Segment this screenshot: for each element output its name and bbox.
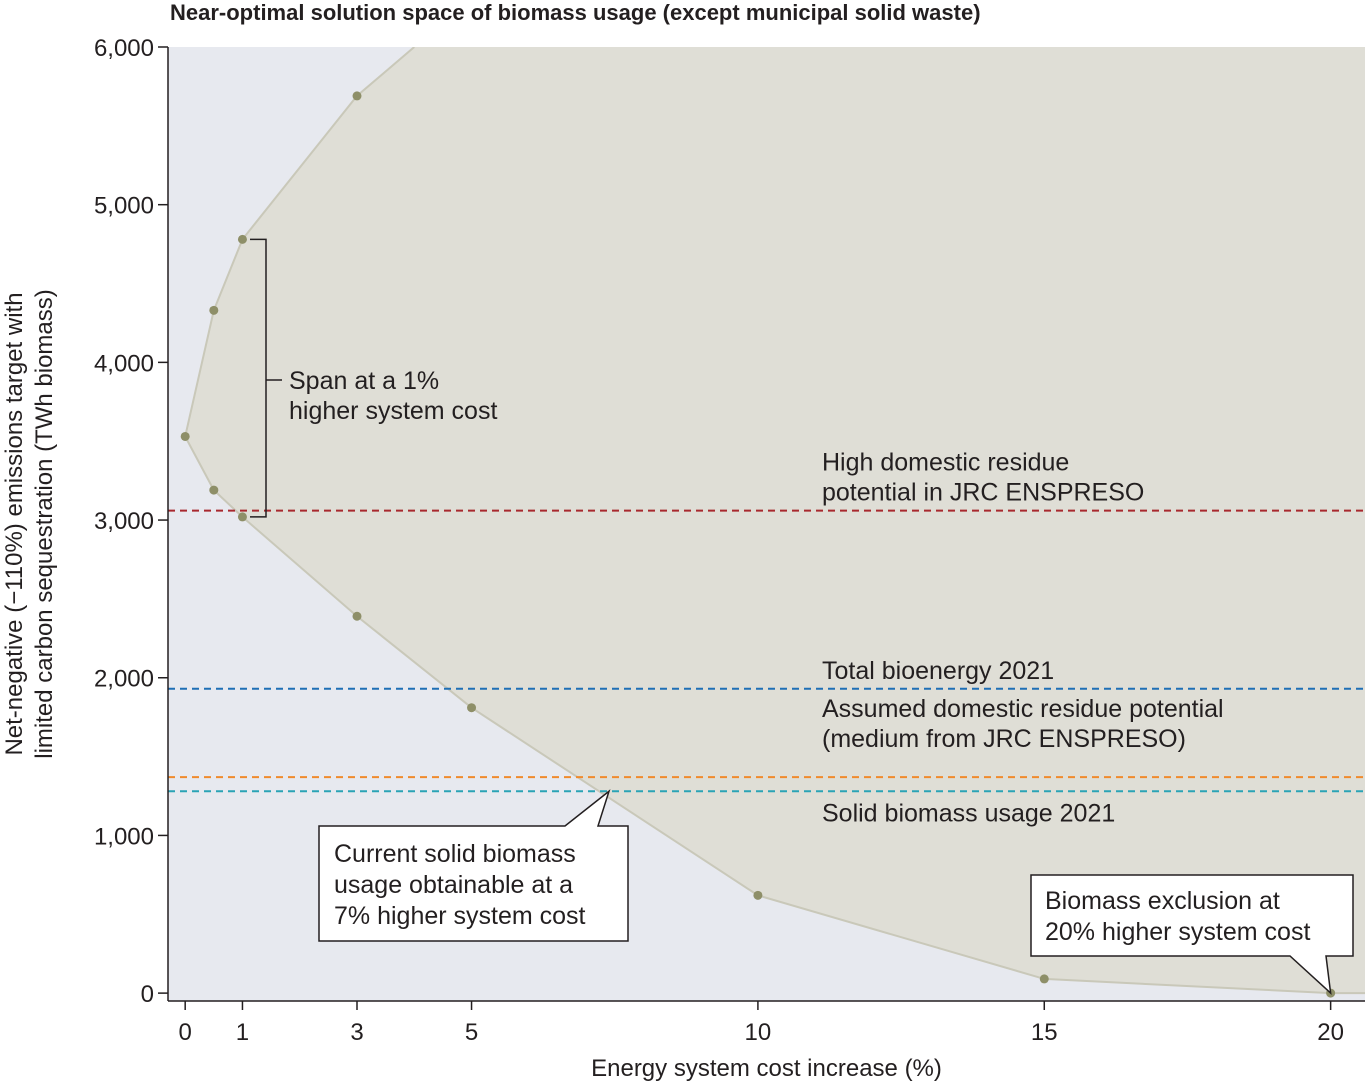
x-tick-label: 15	[1031, 1019, 1058, 1046]
data-point	[1039, 974, 1049, 984]
data-point	[237, 512, 247, 522]
current-usage-label-line-3: 7% higher system cost	[334, 902, 586, 930]
span-label-line-2: higher system cost	[289, 397, 497, 425]
y-tick-label: 3,000	[94, 508, 154, 535]
x-tick-label: 3	[350, 1019, 363, 1046]
solution-space-area	[185, 47, 1365, 994]
current-usage-label-line-1: Current solid biomass	[334, 840, 576, 868]
x-tick-label: 1	[236, 1019, 249, 1046]
data-point	[180, 431, 190, 441]
y-axis-label-line-1: Net-negative (−110%) emissions target wi…	[1, 292, 28, 755]
y-tick-label: 2,000	[94, 666, 154, 693]
y-tick-label: 5,000	[94, 193, 154, 220]
span-bracket	[250, 238, 267, 518]
y-axis-label-line-2: limited carbon sequestration (TWh biomas…	[31, 289, 58, 759]
data-point	[467, 703, 477, 713]
y-tick-label: 1,000	[94, 823, 154, 850]
data-point	[209, 485, 219, 495]
x-tick-label: 20	[1317, 1019, 1344, 1046]
x-tick-label: 0	[179, 1019, 192, 1046]
reference-label-3-line-1: Assumed domestic residue potential	[822, 695, 1224, 723]
x-tick-label: 10	[745, 1019, 772, 1046]
data-point	[237, 234, 247, 244]
reference-label-3-line-2: (medium from JRC ENSPRESO)	[822, 725, 1186, 753]
current-usage-label-line-2: usage obtainable at a	[334, 871, 573, 899]
span-label-line-1: Span at a 1%	[289, 367, 439, 395]
y-tick-label: 6,000	[94, 35, 154, 62]
reference-label-1-line-2: potential in JRC ENSPRESO	[822, 479, 1144, 507]
biomass-exclusion-label-line-2: 20% higher system cost	[1045, 918, 1310, 946]
reference-label-1-line-1: High domestic residue	[822, 449, 1069, 477]
data-point	[352, 91, 362, 101]
x-tick-label: 5	[465, 1019, 478, 1046]
y-tick-label: 0	[141, 981, 154, 1008]
x-axis-label: Energy system cost increase (%)	[591, 1055, 942, 1082]
data-point	[352, 611, 362, 621]
biomass-exclusion-label-line-1: Biomass exclusion at	[1045, 887, 1280, 915]
data-point	[209, 305, 219, 315]
data-point	[753, 890, 763, 900]
chart-title: Near-optimal solution space of biomass u…	[170, 0, 981, 25]
biomass-exclusion-callout	[1030, 874, 1354, 996]
current-usage-callout	[318, 789, 629, 942]
y-tick-label: 4,000	[94, 350, 154, 377]
reference-label-2-line-1: Total bioenergy 2021	[822, 657, 1054, 685]
reference-label-4-line-1: Solid biomass usage 2021	[822, 799, 1115, 827]
